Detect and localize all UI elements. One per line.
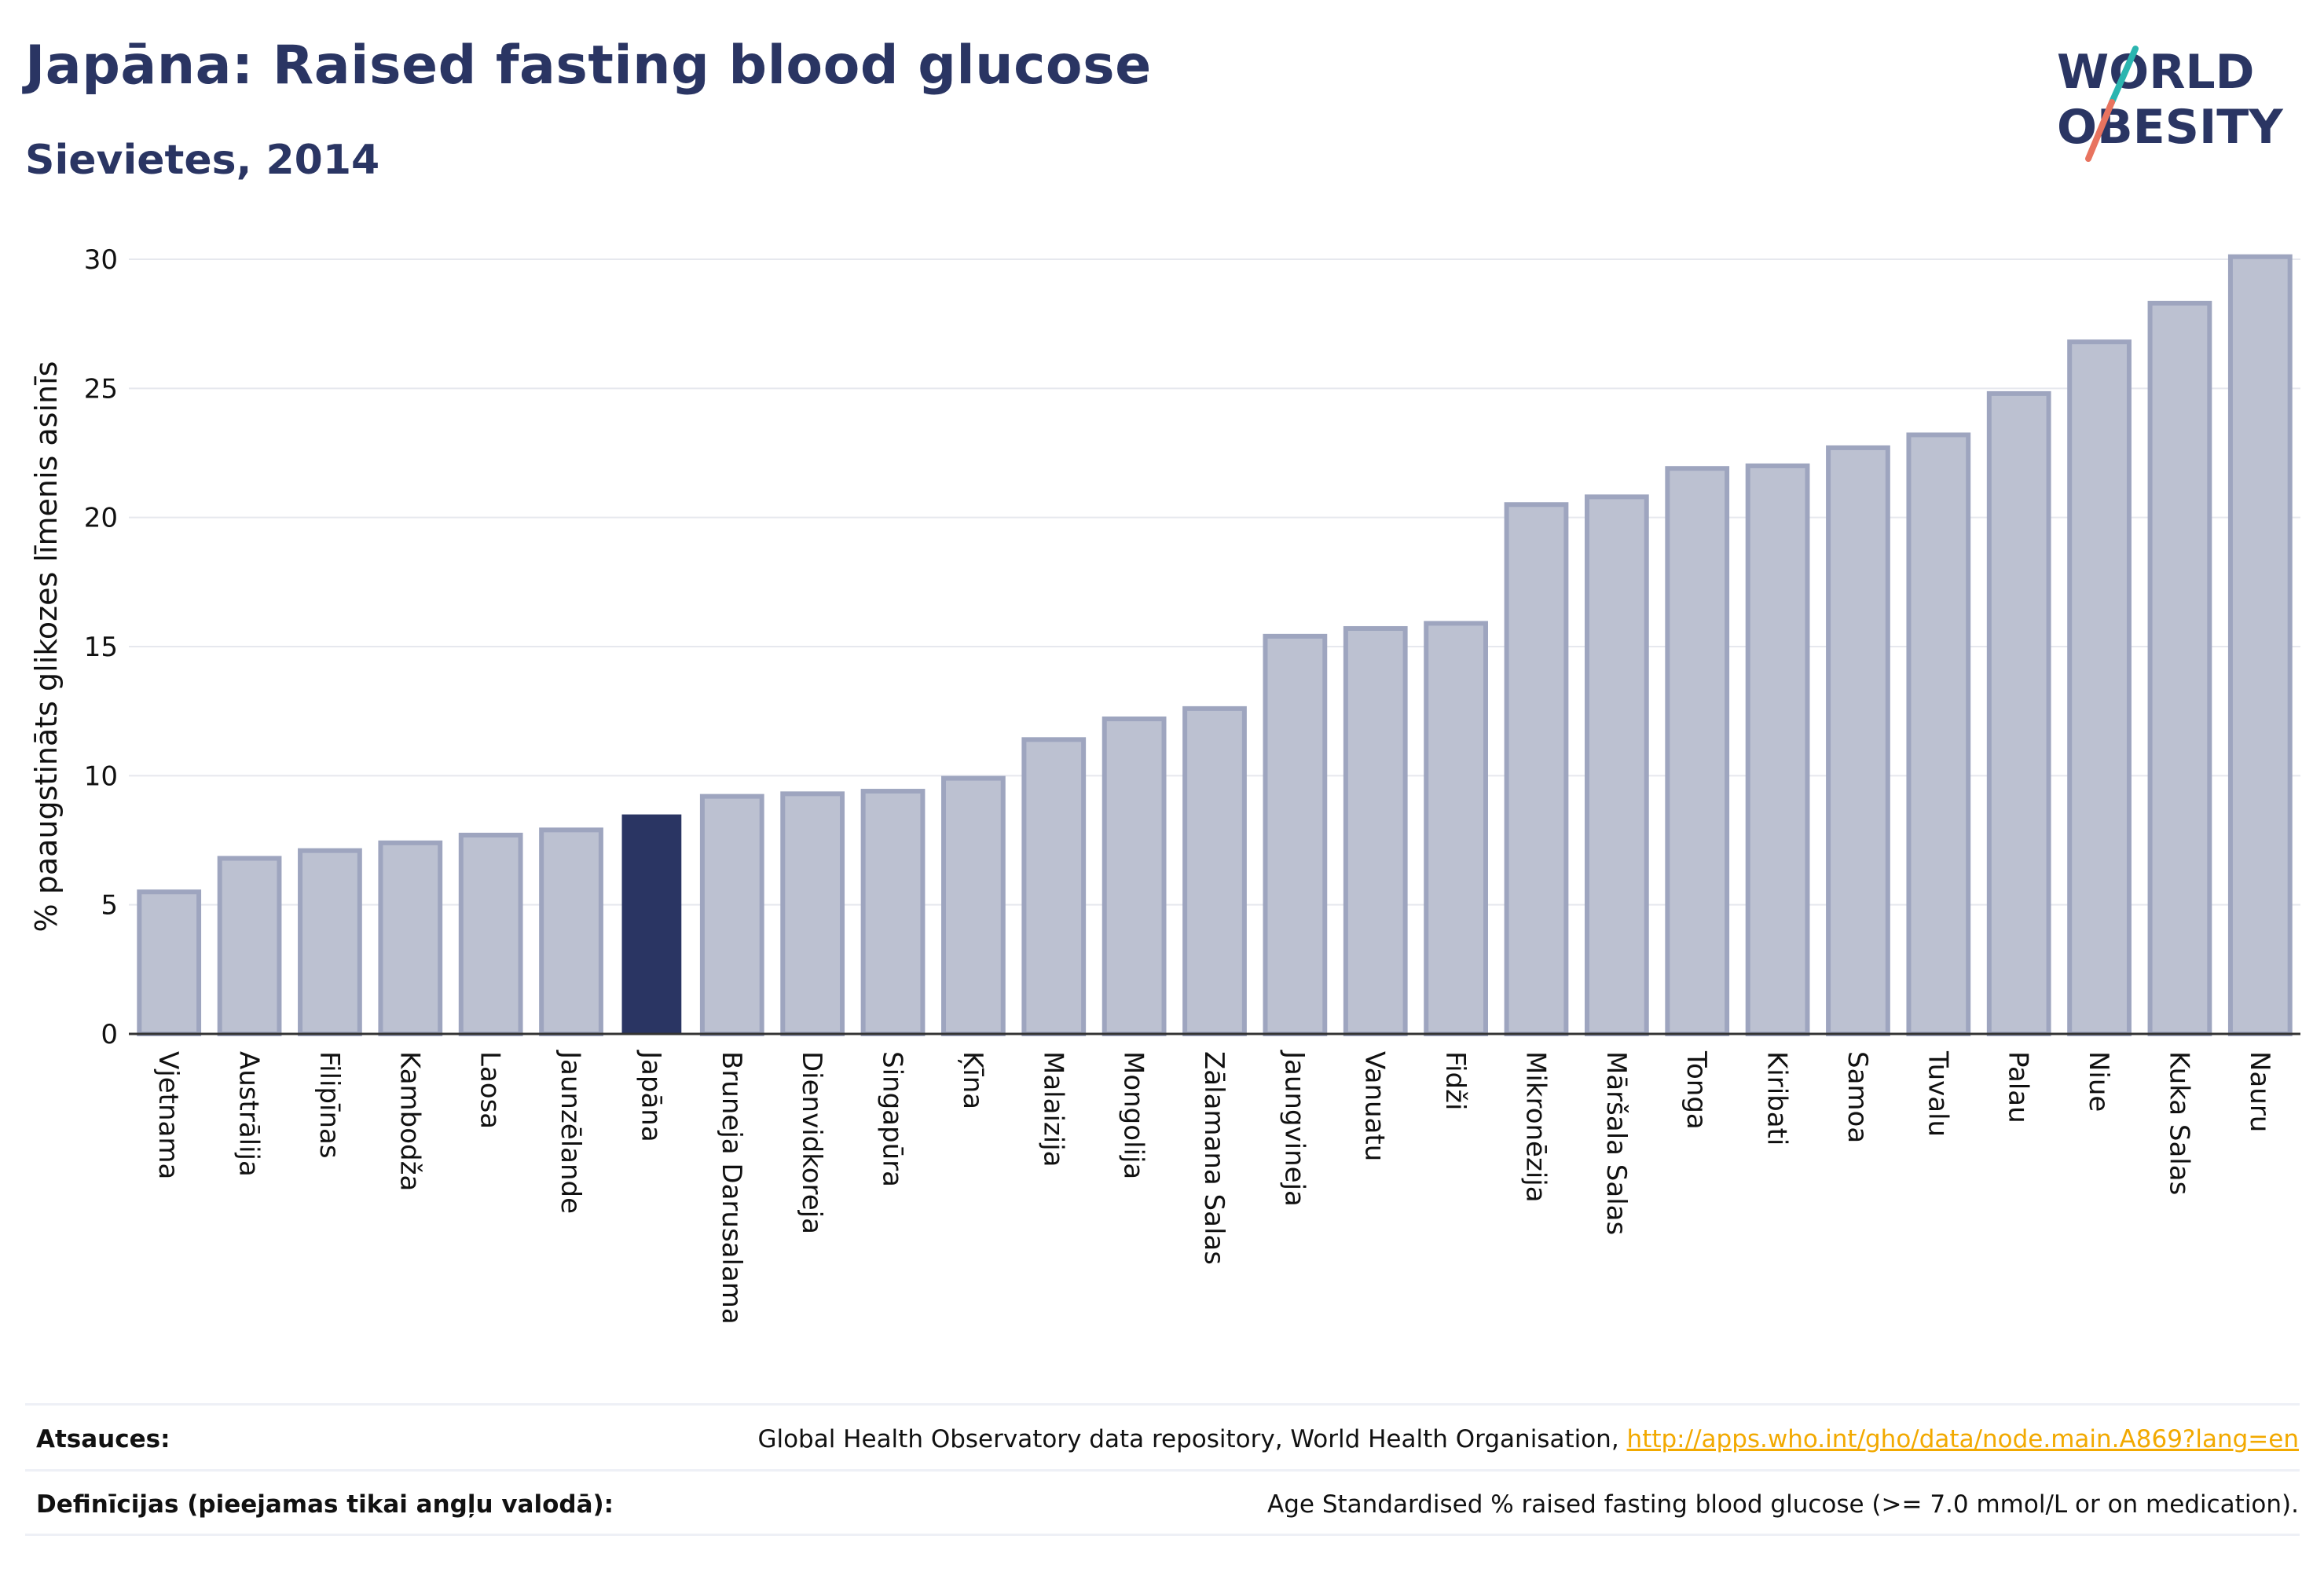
y-tick-labels: 0 5 10 15 20 25 30 xyxy=(84,244,118,1050)
logo-line-1: WORLD xyxy=(2057,45,2254,100)
x-category-label: Japāna xyxy=(635,1050,666,1142)
bar-Fidži[interactable] xyxy=(1424,621,1488,1036)
x-category-label: Kambodža xyxy=(394,1051,425,1191)
bar-Zālamana Salas[interactable] xyxy=(1182,706,1247,1036)
chart-title: Japāna: Raised fasting blood glucose xyxy=(25,35,1152,97)
sources-text: Global Health Observatory data repositor… xyxy=(757,1425,1627,1453)
bar-Nauru[interactable] xyxy=(2227,254,2293,1037)
chart-subtitle: Sievietes, 2014 xyxy=(25,137,380,184)
x-category-label: Palau xyxy=(2003,1051,2034,1123)
x-category-label: Jaungvineja xyxy=(1278,1050,1310,1207)
x-category-label: Māršala Salas xyxy=(1600,1051,1632,1235)
footer-divider-bottom xyxy=(25,1534,2300,1536)
bar-Palau[interactable] xyxy=(1986,390,2051,1036)
bar-Bruneja Darusalama[interactable] xyxy=(699,793,764,1036)
definitions-label: Definīcijas (pieejamas tikai angļu valod… xyxy=(36,1490,614,1519)
x-category-label: Fidži xyxy=(1439,1051,1471,1110)
bar-Laosa[interactable] xyxy=(458,832,523,1036)
footer-divider-top xyxy=(25,1403,2300,1406)
y-tick-label: 0 xyxy=(101,1019,118,1050)
bar-Japāna[interactable] xyxy=(621,814,682,1034)
bar-Dienvidkoreja[interactable] xyxy=(780,791,845,1037)
bar-Vanuatu[interactable] xyxy=(1343,625,1408,1036)
y-tick-label: 20 xyxy=(84,503,118,534)
x-category-labels: Vjetnama Austrālija Filipīnas Kambodža Laosa… xyxy=(152,1050,2275,1325)
bar-Austrālija[interactable] xyxy=(217,856,282,1037)
bar-Niue[interactable] xyxy=(2067,339,2132,1036)
logo-slash-teal xyxy=(2109,46,2139,105)
x-category-label: Malaizija xyxy=(1037,1051,1069,1167)
x-category-label: Tonga xyxy=(1681,1050,1712,1130)
y-tick-label: 10 xyxy=(84,761,118,792)
sources-value: Global Health Observatory data repositor… xyxy=(757,1425,2299,1453)
x-category-label: Niue xyxy=(2083,1051,2114,1112)
bar-Samoa[interactable] xyxy=(1826,445,1890,1036)
x-category-label: Jaunzēlande xyxy=(555,1050,586,1214)
x-category-label: Vjetnama xyxy=(152,1051,184,1179)
bar-Tuvalu[interactable] xyxy=(1906,432,1971,1036)
bar-Vjetnama[interactable] xyxy=(137,889,202,1036)
x-category-label: Nauru xyxy=(2244,1051,2275,1132)
x-category-label: Dienvidkoreja xyxy=(796,1051,827,1234)
bar-chart: 0 5 10 15 20 25 30 Vjetnama Austrālija Filipīnas… xyxy=(29,244,2300,1325)
sources-link[interactable]: http://apps.who.int/gho/data/node.main.A… xyxy=(1626,1425,2299,1453)
bar-Ķīna[interactable] xyxy=(941,775,1006,1036)
bar-Mikronēzija[interactable] xyxy=(1504,502,1569,1036)
bar-Mongolija[interactable] xyxy=(1102,717,1167,1036)
y-tick-label: 30 xyxy=(84,244,118,276)
logo-slash-coral xyxy=(2085,99,2115,162)
bar-Māršala Salas[interactable] xyxy=(1584,494,1649,1036)
x-category-label: Bruneja Darusalama xyxy=(716,1051,747,1325)
y-tick-label: 15 xyxy=(84,632,118,663)
bar-Jaunzēlande[interactable] xyxy=(539,827,603,1037)
bars xyxy=(137,254,2293,1037)
bar-Kuka Salas[interactable] xyxy=(2147,300,2212,1036)
footer-divider-middle xyxy=(25,1469,2300,1472)
x-category-label: Mikronēzija xyxy=(1519,1051,1551,1203)
x-category-label: Vanuatu xyxy=(1359,1051,1391,1161)
y-tick-label: 25 xyxy=(84,373,118,405)
sources-label: Atsauces: xyxy=(36,1425,170,1453)
x-category-label: Kuka Salas xyxy=(2163,1051,2194,1195)
bar-Tonga[interactable] xyxy=(1665,466,1730,1036)
x-category-label: Austrālija xyxy=(233,1051,265,1177)
x-category-label: Kiribati xyxy=(1761,1051,1793,1145)
definitions-value: Age Standardised % raised fasting blood … xyxy=(1267,1490,2299,1519)
x-category-label: Zālamana Salas xyxy=(1198,1051,1230,1265)
bar-Filipīnas[interactable] xyxy=(298,848,362,1036)
x-category-label: Laosa xyxy=(475,1051,506,1129)
bar-Kambodža[interactable] xyxy=(378,840,443,1036)
x-category-label: Singapūra xyxy=(877,1051,908,1187)
x-category-label: Tuvalu xyxy=(1922,1050,1953,1137)
bar-Singapūra[interactable] xyxy=(860,789,926,1036)
y-tick-label: 5 xyxy=(101,890,118,922)
x-category-label: Samoa xyxy=(1842,1051,1873,1143)
x-category-label: Mongolija xyxy=(1118,1051,1149,1179)
x-category-label: Ķīna xyxy=(957,1051,988,1109)
bar-Kiribati[interactable] xyxy=(1745,463,1810,1036)
y-axis-label: % paaugstināts glikozes līmenis asinīs xyxy=(29,361,64,933)
x-category-label: Filipīnas xyxy=(313,1051,345,1159)
bar-Malaizija[interactable] xyxy=(1021,737,1087,1036)
bar-Jaungvineja[interactable] xyxy=(1263,633,1328,1036)
world-obesity-logo: WORLD OBESITY xyxy=(2057,45,2284,162)
